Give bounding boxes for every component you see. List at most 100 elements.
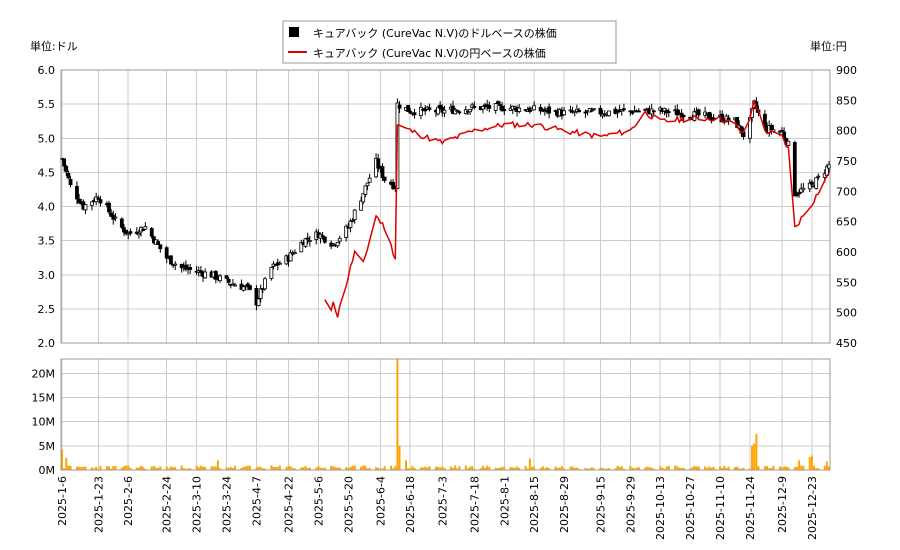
volume-bar [246,465,249,470]
volume-bar [548,468,551,470]
right-tick-label: 850 [836,94,857,107]
volume-bar [413,467,416,470]
candle-body [367,177,372,183]
volume-bar [308,467,311,470]
candle-body [307,240,312,242]
candle-body [542,110,547,113]
candle-body [406,104,411,112]
volume-bar [488,466,491,470]
volume-bar [127,465,130,470]
candle-body [348,220,353,228]
volume-bar [740,468,743,470]
volume-bar [616,465,619,470]
x-tick-label: 2025-1-6 [56,476,69,526]
volume-bar [404,460,407,470]
volume-bar [345,467,348,470]
volume-bar [451,467,454,470]
volume-bar [240,467,243,470]
volume-bar [533,466,536,470]
candle-body [278,262,282,265]
candle-body [547,106,552,114]
volume-bar [353,465,356,470]
candle-body [807,182,812,190]
volume-bar [601,467,604,470]
volume-bar [793,467,796,470]
left-tick-label: 4.5 [38,166,56,179]
candle-body [801,187,806,191]
volume-bar [249,465,252,470]
volume-bar [304,466,307,470]
volume-bar [691,467,694,470]
volume-bar [199,465,202,470]
volume-bar [302,467,305,470]
volume-bar [768,468,771,470]
volume-bar [603,468,606,470]
volume-bar [428,466,431,470]
volume-bar [571,466,574,470]
volume-bar [97,468,100,470]
candle-body [502,109,507,112]
candle-body [64,165,69,173]
candle-body [256,298,261,307]
volume-bar [285,467,288,470]
volume-bar [719,466,722,470]
candle-body [320,235,325,238]
volume-bar [287,465,290,470]
candle-body [90,201,94,206]
volume-bar [509,466,512,470]
volume-bar [518,467,521,470]
volume-bar [157,467,160,470]
candle-body [380,166,385,179]
volume-bar [584,467,587,470]
candle-body [365,182,370,187]
volume-bar [336,467,339,470]
volume-bar [486,465,489,470]
candle-body [66,172,71,179]
volume-bar [588,468,591,470]
volume-bar [272,466,275,470]
volume-bar [390,465,393,470]
candle-body [141,228,146,231]
x-tick-label: 2025-11-10 [714,476,727,540]
volume-bar [646,466,649,470]
candle-body [442,109,447,114]
candle-body [436,106,440,115]
left-tick-label: 3.5 [38,235,56,248]
volume-bar [270,465,273,470]
candle-body [184,264,188,270]
volume-bar [473,468,476,470]
volume-bar [69,465,72,470]
candle-body [322,236,327,243]
candle-body [468,109,472,113]
left-tick-label: 2.0 [38,337,56,350]
volume-bar [678,467,681,470]
volume-bar [159,466,162,470]
usd-candles [60,96,831,311]
volume-bar [407,468,410,470]
volume-bar [753,443,756,470]
volume-bar [366,468,369,470]
volume-bar [368,468,371,470]
right-tick-label: 600 [836,246,857,259]
candle-body [218,275,223,281]
volume-bar [458,466,461,470]
volume-bar [242,466,245,470]
left-tick-label: 5.5 [38,98,56,111]
volume-plot-frame [60,358,831,471]
volume-bar [135,467,138,470]
candle-body [651,110,656,113]
left-tick-label: 3.0 [38,269,56,282]
volume-axis-ticks: 0M 5M 10M 15M 20M [32,367,56,477]
volume-bar [558,467,561,470]
volume-bar [742,467,745,470]
candle-body [128,231,133,234]
candle-body [173,263,178,266]
volume-bar [629,466,632,470]
volume-bar [607,468,610,470]
volume-bar [723,465,726,470]
candle-body [331,243,336,246]
candle-body [498,104,502,106]
x-tick-label: 2025-3-10 [191,476,204,533]
volume-bar [757,466,760,470]
